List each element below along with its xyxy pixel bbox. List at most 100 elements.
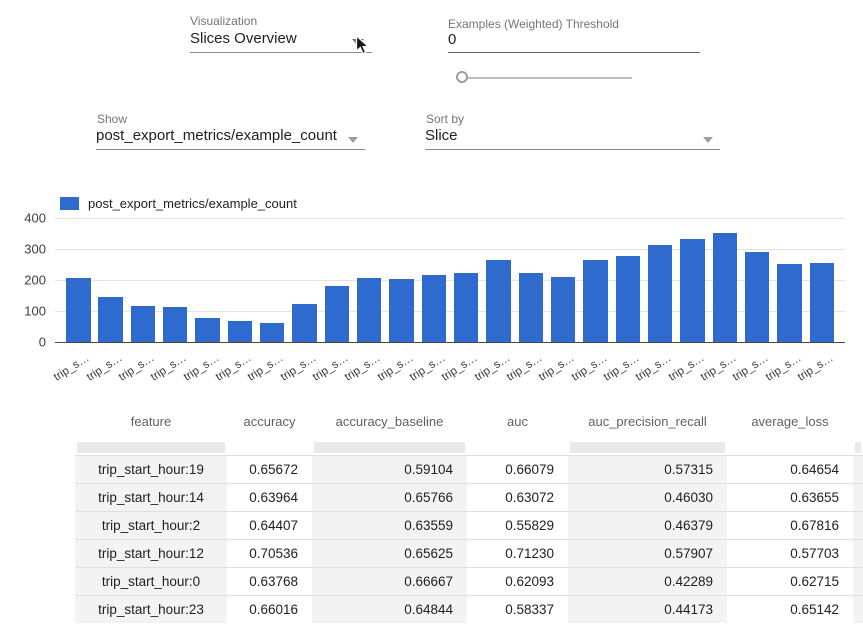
feature-cell[interactable]: trip_start_hour:23 [75,595,227,623]
metric-cell[interactable] [853,483,863,511]
threshold-input[interactable]: 0 [448,31,700,53]
metric-cell[interactable]: 0.65142 [727,595,853,623]
feature-cell[interactable]: trip_start_hour:0 [75,567,227,595]
column-header[interactable]: feature [75,402,227,440]
bar[interactable] [777,264,802,342]
slider-track[interactable] [462,77,632,79]
show-label: Show [97,110,127,128]
metric-cell[interactable]: 0.62715 [727,567,853,595]
bar[interactable] [422,275,447,342]
metric-cell[interactable]: 0.42289 [568,567,727,595]
metric-cell[interactable]: 0.63768 [227,567,312,595]
table-filter-row [75,440,863,455]
bar[interactable] [325,286,350,342]
bar[interactable] [454,273,479,342]
bar[interactable] [810,263,835,342]
metric-cell[interactable]: 0.58337 [467,595,568,623]
metric-cell[interactable]: 0.65625 [312,539,467,567]
show-select[interactable]: post_export_metrics/example_count [96,127,365,150]
y-axis-tick-label: 100 [12,304,46,319]
legend-label: post_export_metrics/example_count [88,196,297,211]
feature-cell[interactable]: trip_start_hour:2 [75,511,227,539]
threshold-slider[interactable] [456,70,636,86]
metric-cell[interactable]: 0.66016 [227,595,312,623]
bar[interactable] [260,323,285,342]
filter-box [855,442,861,453]
filter-box [77,442,225,453]
metric-cell[interactable] [853,567,863,595]
feature-cell[interactable]: trip_start_hour:14 [75,483,227,511]
bar[interactable] [713,233,738,342]
bar[interactable] [131,306,156,342]
table-row[interactable]: trip_start_hour:190.656720.591040.660790… [75,455,863,483]
bar[interactable] [551,277,576,342]
metric-cell[interactable]: 0.67816 [727,511,853,539]
metric-cell[interactable]: 0.71230 [467,539,568,567]
metric-cell[interactable] [853,455,863,483]
table-row[interactable]: trip_start_hour:00.637680.666670.620930.… [75,567,863,595]
column-header[interactable]: accuracy_baseline [312,402,467,440]
bar[interactable] [486,260,511,342]
metric-cell[interactable] [853,539,863,567]
metric-cell[interactable]: 0.63559 [312,511,467,539]
metric-cell[interactable]: 0.70536 [227,539,312,567]
metric-cell[interactable]: 0.66079 [467,455,568,483]
bar[interactable] [616,256,641,342]
bar[interactable] [195,318,220,342]
bar[interactable] [292,304,317,342]
x-axis-baseline [55,342,845,343]
metric-cell[interactable]: 0.66667 [312,567,467,595]
column-header[interactable]: auc [467,402,568,440]
table-row[interactable]: trip_start_hour:120.705360.656250.712300… [75,539,863,567]
table-row[interactable]: trip_start_hour:20.644070.635590.558290.… [75,511,863,539]
metric-cell[interactable]: 0.59104 [312,455,467,483]
bar[interactable] [389,279,414,342]
y-axis-tick-label: 200 [12,273,46,288]
column-header[interactable]: accuracy [227,402,312,440]
bar[interactable] [745,252,770,342]
column-header[interactable]: average_loss [727,402,853,440]
column-header[interactable] [853,402,863,440]
chevron-down-icon[interactable] [703,137,713,143]
chevron-down-icon[interactable] [348,137,358,143]
bar[interactable] [66,278,91,342]
metric-cell[interactable]: 0.62093 [467,567,568,595]
metric-cell[interactable]: 0.44173 [568,595,727,623]
metric-cell[interactable]: 0.57703 [727,539,853,567]
bar[interactable] [163,307,188,342]
bar[interactable] [98,297,123,342]
slider-handle[interactable] [456,71,468,83]
table-row[interactable]: trip_start_hour:140.639640.657660.630720… [75,483,863,511]
metric-cell[interactable]: 0.57907 [568,539,727,567]
metric-cell[interactable]: 0.64844 [312,595,467,623]
y-axis-tick-label: 300 [12,242,46,257]
bar[interactable] [583,260,608,342]
bar[interactable] [357,278,382,342]
table-row[interactable]: trip_start_hour:230.660160.648440.583370… [75,595,863,623]
metric-cell[interactable]: 0.57315 [568,455,727,483]
metric-cell[interactable]: 0.63072 [467,483,568,511]
metric-cell[interactable] [853,595,863,623]
metric-cell[interactable]: 0.64654 [727,455,853,483]
metric-cell[interactable]: 0.55829 [467,511,568,539]
metric-cell[interactable]: 0.46030 [568,483,727,511]
visualization-select[interactable]: Slices Overview [190,30,372,53]
feature-cell[interactable]: trip_start_hour:12 [75,539,227,567]
sort-by-select[interactable]: Slice [425,127,720,150]
bar[interactable] [519,273,544,342]
bar[interactable] [648,245,673,342]
metrics-table[interactable]: featureaccuracyaccuracy_baselineaucauc_p… [75,402,863,623]
bar[interactable] [680,239,705,342]
sort-by-value: Slice [425,127,458,144]
gridline [55,218,845,219]
metric-cell[interactable]: 0.65672 [227,455,312,483]
metric-cell[interactable]: 0.63655 [727,483,853,511]
metric-cell[interactable]: 0.65766 [312,483,467,511]
column-header[interactable]: auc_precision_recall [568,402,727,440]
feature-cell[interactable]: trip_start_hour:19 [75,455,227,483]
metric-cell[interactable] [853,511,863,539]
metric-cell[interactable]: 0.64407 [227,511,312,539]
bar[interactable] [228,321,253,342]
metric-cell[interactable]: 0.63964 [227,483,312,511]
metric-cell[interactable]: 0.46379 [568,511,727,539]
